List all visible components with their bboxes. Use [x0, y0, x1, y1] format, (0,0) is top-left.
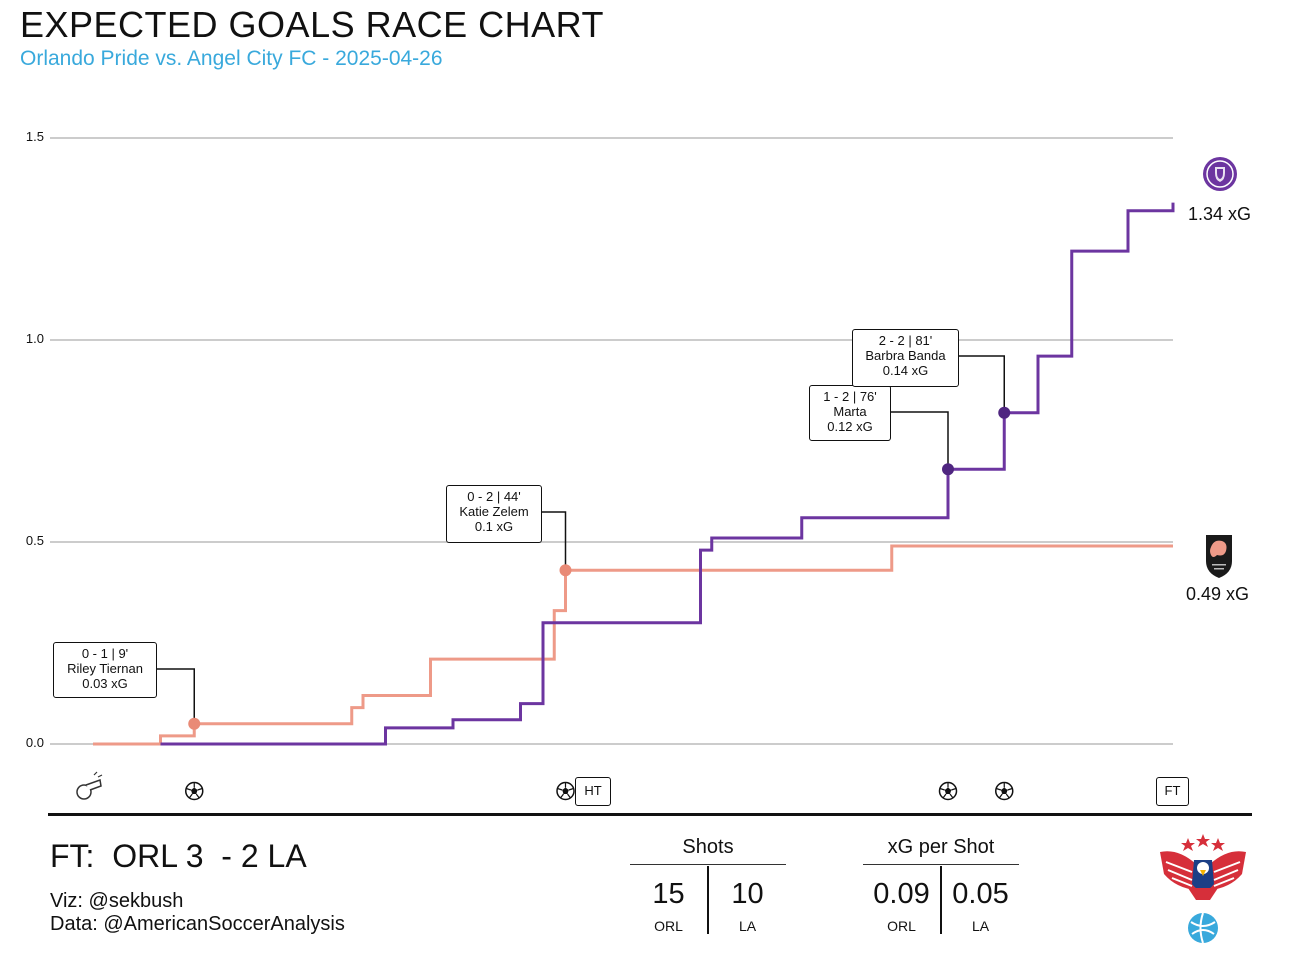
- goal-annotation: 0 - 2 | 44' Katie Zelem 0.1 xG: [446, 485, 542, 543]
- shots-home-label: ORL: [654, 918, 683, 934]
- eagle-logo-icon: [1160, 834, 1246, 944]
- y-tick-label: 0.5: [25, 533, 44, 548]
- xg-per-shot-title: xG per Shot: [887, 836, 995, 858]
- shots-away-label: LA: [738, 918, 757, 934]
- viz-credit: Viz: @sekbush: [50, 890, 184, 912]
- annotation-leaders: [157, 355, 1005, 724]
- shots-title: Shots: [682, 836, 734, 858]
- goal-point: [188, 717, 201, 730]
- series-lines: [93, 202, 1175, 746]
- goal-annotation: 1 - 2 | 76' Marta 0.12 xG: [809, 385, 891, 441]
- xg-per-shot-separator: [940, 866, 942, 934]
- xg-per-shot-home-label: ORL: [887, 918, 916, 934]
- annotation-xg: 0.03 xG: [82, 676, 128, 691]
- goal-point: [559, 564, 572, 577]
- shots-rule: [630, 864, 786, 865]
- soccer-ball-icon: [938, 781, 958, 801]
- annotation-leader: [959, 355, 1005, 413]
- annotation-leader: [891, 411, 949, 470]
- annotation-score: 0 - 1 | 9': [81, 646, 129, 661]
- shots-separator: [707, 866, 709, 934]
- series-line-orl: [160, 202, 1175, 746]
- y-tick-label: 1.0: [25, 331, 44, 346]
- annotation-player: Marta: [833, 404, 867, 419]
- shots-home-value: 15: [652, 878, 685, 910]
- orl-end-label: 1.34 xG: [1188, 204, 1252, 224]
- soccer-ball-icon: [995, 781, 1014, 801]
- data-credit: Data: @AmericanSoccerAnalysis: [50, 913, 345, 935]
- timeline-events: [76, 771, 1014, 801]
- goal-point: [998, 406, 1011, 419]
- shots-away-value: 10: [731, 878, 764, 910]
- fulltime-marker: FT: [1156, 777, 1189, 806]
- annotation-xg: 0.1 xG: [474, 519, 514, 534]
- annotation-xg: 0.14 xG: [882, 363, 929, 378]
- y-tick-label: 1.5: [25, 129, 44, 144]
- footer-divider: [48, 813, 1252, 816]
- soccer-ball-icon: [185, 781, 204, 801]
- angel-city-logo: [1204, 531, 1234, 579]
- orlando-crest-icon: [1203, 157, 1237, 191]
- orlando-pride-logo: [1202, 156, 1238, 192]
- xg-per-shot-away-label: LA: [971, 918, 990, 934]
- chart-subtitle: Orlando Pride vs. Angel City FC - 2025-0…: [20, 47, 443, 70]
- goal-annotation: 2 - 2 | 81' Barbra Banda 0.14 xG: [852, 329, 959, 387]
- xg-per-shot-home-value: 0.09: [873, 878, 930, 910]
- annotation-leader: [157, 668, 195, 724]
- y-tick-label: 0.0: [25, 735, 44, 750]
- soccer-ball-icon: [556, 781, 575, 801]
- annotation-score: 1 - 2 | 76': [823, 389, 877, 404]
- annotation-xg: 0.12 xG: [827, 419, 873, 434]
- annotation-leader: [542, 511, 567, 571]
- goal-point: [942, 463, 954, 476]
- xg-per-shot-rule: [863, 864, 1019, 865]
- publisher-logo: [1158, 830, 1248, 948]
- xg-per-shot-away-value: 0.05: [952, 878, 1009, 910]
- chart-title: EXPECTED GOALS RACE CHART: [20, 4, 604, 45]
- goal-annotation: 0 - 1 | 9' Riley Tiernan 0.03 xG: [53, 642, 157, 698]
- la-end-label: 0.49 xG: [1186, 584, 1250, 604]
- halftime-marker: HT: [575, 777, 611, 806]
- annotation-player: Barbra Banda: [865, 348, 946, 363]
- annotation-score: 0 - 2 | 44': [467, 489, 521, 504]
- annotation-player: Katie Zelem: [459, 504, 529, 519]
- final-score: FT: ORL 3 - 2 LA: [50, 838, 307, 874]
- angel-city-crest-icon: [1206, 535, 1232, 578]
- annotation-score: 2 - 2 | 81': [878, 333, 933, 348]
- goal-points: [188, 406, 1011, 730]
- whistle-icon: [76, 771, 103, 800]
- annotation-player: Riley Tiernan: [67, 661, 143, 676]
- series-line-la: [93, 544, 1173, 746]
